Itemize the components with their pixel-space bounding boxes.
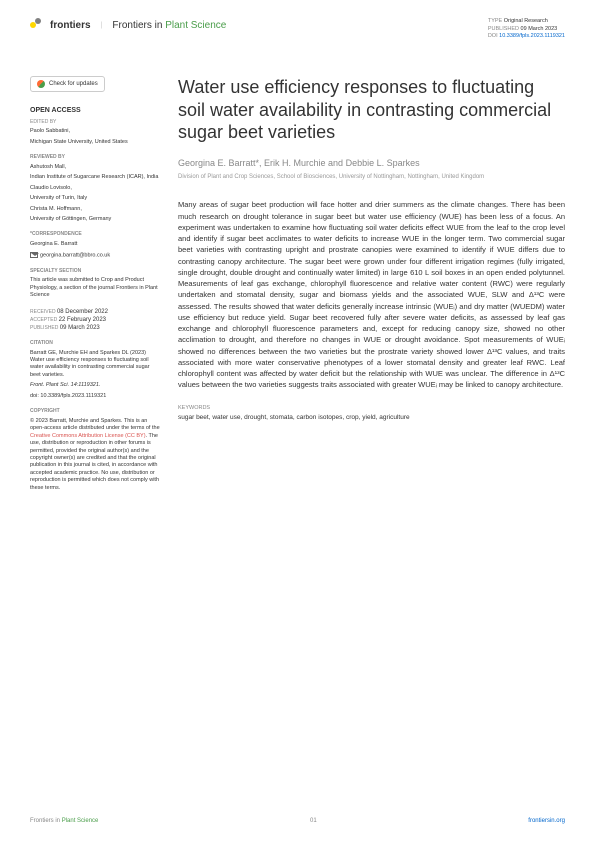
divider: | — [101, 22, 103, 29]
specialty-label: SPECIALTY SECTION — [30, 268, 160, 275]
page-number: 01 — [310, 818, 317, 824]
citation-text: Barratt GE, Murchie EH and Sparkes DL (2… — [30, 350, 160, 380]
article-title: Water use efficiency responses to fluctu… — [178, 76, 565, 144]
reviewer-name: Christa M. Hoffmann, — [30, 206, 160, 213]
article-meta: TYPE Original Research PUBLISHED 09 Marc… — [488, 18, 565, 41]
page-footer: Frontiers in Plant Science 01 frontiersi… — [30, 818, 565, 824]
copyright-label: COPYRIGHT — [30, 408, 160, 415]
envelope-icon — [30, 252, 38, 258]
abstract: Many areas of sugar beet production will… — [178, 199, 565, 390]
editor-affiliation: Michigan State University, United States — [30, 139, 160, 146]
reviewer-affiliation: University of Göttingen, Germany — [30, 216, 160, 223]
keywords: sugar beet, water use, drought, stomata,… — [178, 414, 565, 421]
citation-label: CITATION — [30, 340, 160, 347]
frontiers-logo-icon — [30, 18, 44, 32]
footer-journal: Frontiers in Plant Science — [30, 818, 98, 824]
page-header: frontiers | Frontiers in Plant Science T… — [0, 0, 595, 51]
correspondence-email[interactable]: georgina.barratt@bbro.co.uk — [30, 252, 160, 260]
logo-area: frontiers | Frontiers in Plant Science — [30, 18, 226, 32]
reviewer-affiliation: University of Turin, Italy — [30, 195, 160, 202]
journal-name: Frontiers in Plant Science — [112, 20, 226, 31]
license-link[interactable]: Creative Commons Attribution License (CC… — [30, 433, 146, 439]
reviewed-by-label: REVIEWED BY — [30, 154, 160, 161]
correspondence-label: *CORRESPONDENCE — [30, 231, 160, 238]
logo-text: frontiers — [50, 20, 91, 31]
editor-name: Paolo Sabbatini, — [30, 128, 160, 135]
reviewer-name: Ashutosh Mall, — [30, 164, 160, 171]
footer-link[interactable]: frontiersin.org — [528, 818, 565, 824]
check-updates-button[interactable]: Check for updates — [30, 76, 105, 92]
keywords-label: KEYWORDS — [178, 405, 565, 411]
affiliation: Division of Plant and Crop Sciences, Sch… — [178, 174, 565, 182]
main-content: Check for updates OPEN ACCESS EDITED BY … — [0, 51, 595, 495]
reviewer-affiliation: Indian Institute of Sugarcane Research (… — [30, 174, 160, 181]
correspondence-name: Georgina E. Barratt — [30, 241, 160, 248]
open-access-label: OPEN ACCESS — [30, 106, 160, 115]
authors: Georgina E. Barratt*, Erik H. Murchie an… — [178, 158, 565, 168]
sidebar: Check for updates OPEN ACCESS EDITED BY … — [30, 76, 160, 495]
reviewer-name: Claudio Lovisolo, — [30, 185, 160, 192]
copyright-text: © 2023 Barratt, Murchie and Sparkes. Thi… — [30, 418, 160, 492]
citation-journal: Front. Plant Sci. 14:1119321. — [30, 382, 160, 389]
specialty-text: This article was submitted to Crop and P… — [30, 277, 160, 299]
crossmark-icon — [37, 80, 45, 88]
citation-doi: doi: 10.3389/fpls.2023.1119321 — [30, 393, 160, 400]
doi-link[interactable]: 10.3389/fpls.2023.1119321 — [499, 33, 565, 39]
edited-by-label: EDITED BY — [30, 119, 160, 126]
article-content: Water use efficiency responses to fluctu… — [178, 76, 565, 495]
dates-block: RECEIVED 08 December 2022 ACCEPTED 22 Fe… — [30, 308, 160, 332]
